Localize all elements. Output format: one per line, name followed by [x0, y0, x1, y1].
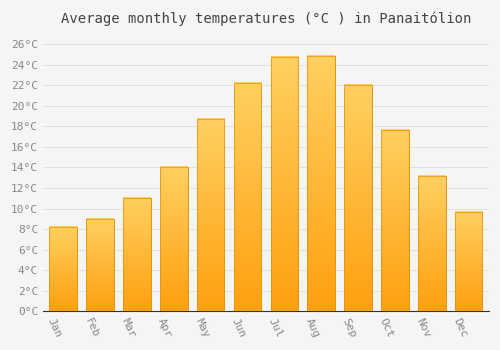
Bar: [308, 56, 335, 312]
Bar: [344, 85, 372, 312]
Bar: [50, 227, 77, 312]
Bar: [160, 167, 188, 312]
Bar: [455, 212, 482, 312]
Title: Average monthly temperatures (°C ) in Panaitólion: Average monthly temperatures (°C ) in Pa…: [60, 11, 471, 26]
Bar: [197, 119, 224, 312]
Bar: [381, 131, 408, 312]
Bar: [418, 176, 446, 312]
Bar: [455, 212, 482, 312]
Bar: [418, 176, 446, 312]
Bar: [160, 167, 188, 312]
Bar: [234, 83, 262, 312]
Bar: [50, 227, 77, 312]
Bar: [234, 83, 262, 312]
Bar: [123, 198, 151, 312]
Bar: [270, 57, 298, 312]
Bar: [197, 119, 224, 312]
Bar: [308, 56, 335, 312]
Bar: [86, 219, 114, 312]
Bar: [123, 198, 151, 312]
Bar: [381, 131, 408, 312]
Bar: [344, 85, 372, 312]
Bar: [270, 57, 298, 312]
Bar: [86, 219, 114, 312]
